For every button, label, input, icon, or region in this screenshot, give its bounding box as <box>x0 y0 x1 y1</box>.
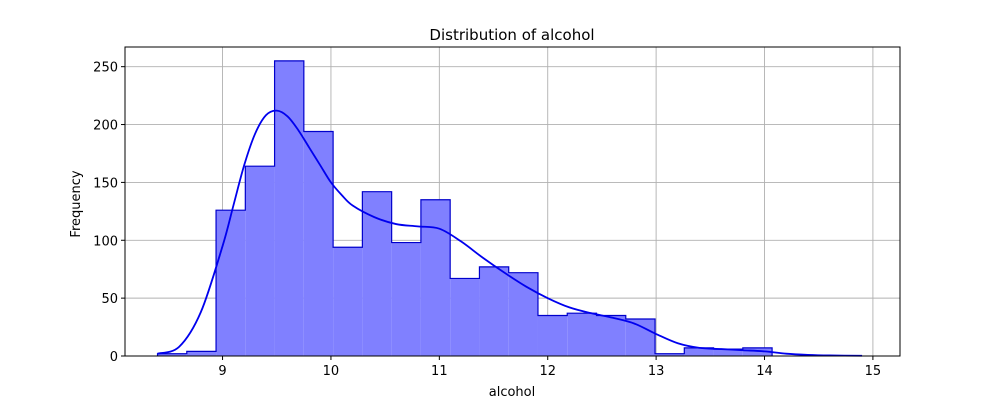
x-axis-label: alcohol <box>489 385 535 400</box>
kde-layer <box>157 109 863 357</box>
histogram-bar <box>508 272 538 356</box>
histogram-bar <box>303 131 334 356</box>
histogram-bar <box>742 347 773 356</box>
x-tick-label: 14 <box>756 364 773 379</box>
y-tick-label: 200 <box>93 119 118 134</box>
histogram-bar <box>537 315 568 356</box>
histogram-bar <box>567 313 597 356</box>
plot-frame <box>124 46 901 357</box>
y-tick-label: 250 <box>93 61 118 76</box>
histogram-bar <box>479 266 509 356</box>
histogram-bar <box>450 278 480 356</box>
histogram-step-outline <box>156 60 773 356</box>
histogram-bar <box>186 351 217 356</box>
histogram-bar <box>655 353 685 356</box>
x-tick-label: 10 <box>323 364 340 379</box>
histogram-bar <box>333 247 363 356</box>
histogram-bar <box>362 191 392 356</box>
y-tick-label: 0 <box>110 350 118 365</box>
histogram-bar <box>245 166 275 356</box>
histogram-bar <box>157 353 187 356</box>
x-tick-label: 13 <box>648 364 665 379</box>
chart-title: Distribution of alcohol <box>429 26 594 44</box>
x-tick-label: 12 <box>539 364 556 379</box>
histogram-bar <box>596 315 626 356</box>
histogram-bar <box>684 347 714 356</box>
x-tick-label: 15 <box>865 364 882 379</box>
histogram-bar <box>420 199 451 356</box>
histogram-bar <box>274 60 304 357</box>
histogram-bar <box>216 210 246 356</box>
kde-curve <box>157 109 863 357</box>
histogram-bar <box>391 242 421 356</box>
y-tick-label: 150 <box>93 176 118 191</box>
y-axis-label: Frequency <box>69 170 84 237</box>
histogram-bar <box>713 349 743 356</box>
y-tick-label: 100 <box>93 234 118 249</box>
bars-layer <box>156 60 773 357</box>
histogram-bar <box>625 318 656 356</box>
x-tick-label: 9 <box>218 364 226 379</box>
x-tick-label: 11 <box>431 364 448 379</box>
y-tick-label: 50 <box>101 292 118 307</box>
